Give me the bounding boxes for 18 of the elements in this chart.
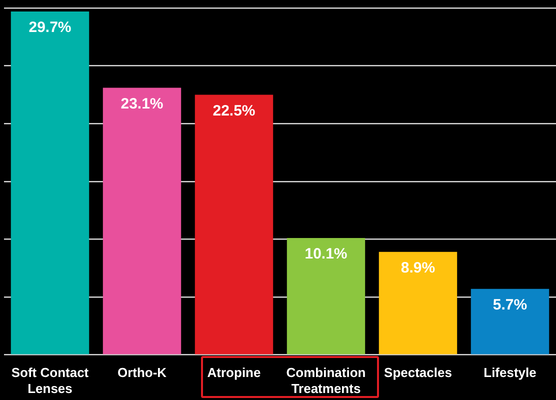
x-tick-label: Ortho-K — [117, 365, 168, 380]
bar — [194, 94, 274, 354]
bar — [378, 252, 458, 354]
data-label: 22.5% — [212, 102, 256, 120]
data-label: 10.1% — [304, 246, 348, 263]
bar — [10, 11, 90, 354]
x-tick-label: Lifestyle — [484, 365, 536, 380]
bar — [102, 88, 182, 354]
x-tick-label: Soft Contact Lenses — [11, 365, 90, 396]
data-label: 8.9% — [400, 260, 436, 277]
bar — [286, 238, 366, 354]
data-label: 29.7% — [28, 19, 72, 36]
x-tick-label: Spectacles — [384, 365, 452, 380]
x-tick-label: Atropine — [207, 365, 261, 380]
data-label: 23.1% — [120, 95, 164, 112]
x-tick-label: Combination Treatments — [286, 365, 366, 396]
data-label: 5.7% — [492, 296, 528, 314]
bar — [470, 288, 550, 354]
